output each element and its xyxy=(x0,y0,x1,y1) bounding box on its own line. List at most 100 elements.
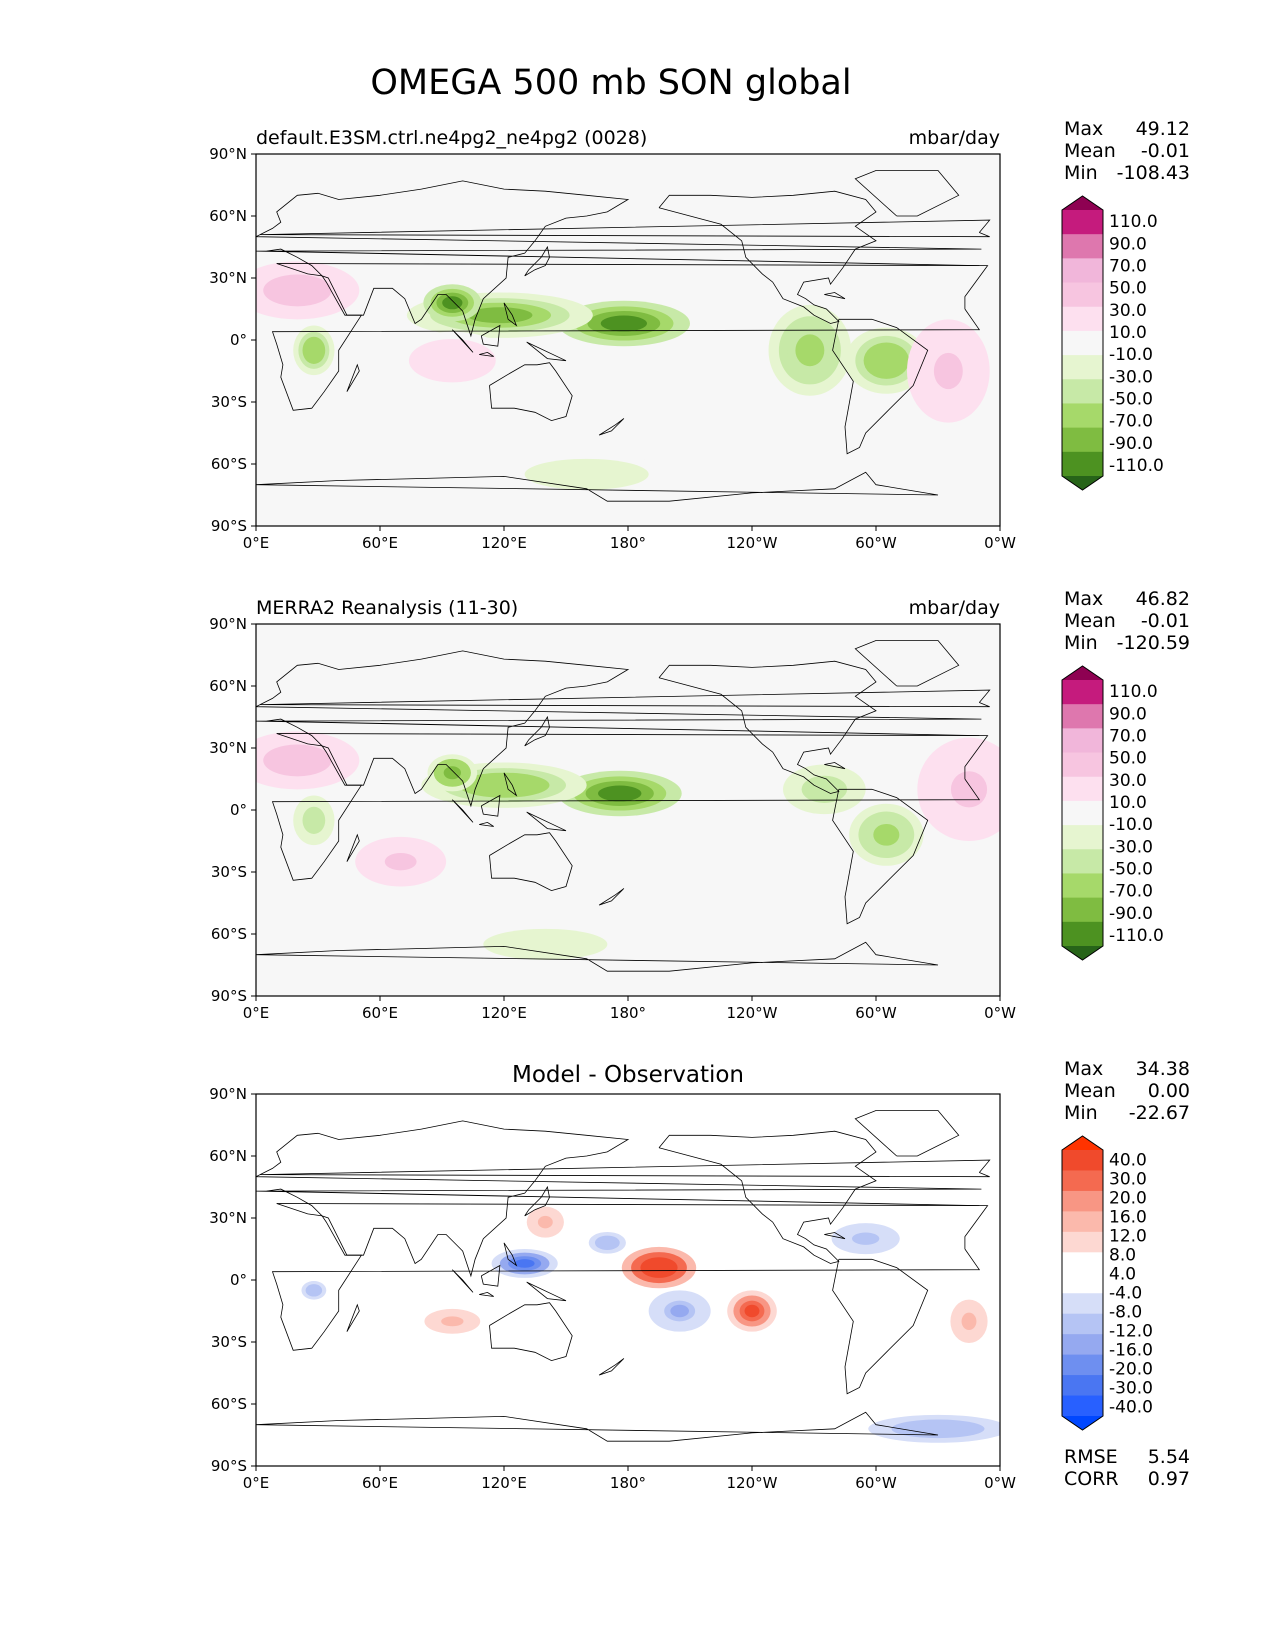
colorbar-segment xyxy=(1062,1231,1103,1253)
contour-fill xyxy=(514,1259,535,1268)
contour-fill xyxy=(744,1304,760,1318)
coastline xyxy=(271,1203,989,1351)
contour-fill xyxy=(961,1312,977,1331)
colorbar-segment xyxy=(1062,1190,1103,1212)
stat-value: 5.54 xyxy=(1148,1446,1190,1468)
y-tick-label: 0° xyxy=(230,1271,247,1289)
coastline xyxy=(480,324,501,347)
coastline xyxy=(489,1302,573,1362)
coastline xyxy=(824,292,846,300)
colorbar-extend-top xyxy=(1062,1136,1103,1150)
colorbar-level: 70.0 xyxy=(1109,256,1147,276)
colorbar-segment xyxy=(1062,427,1103,453)
colorbar-segment xyxy=(1062,1150,1103,1171)
coastline xyxy=(658,190,877,324)
colorbar-extend-bottom xyxy=(1062,476,1103,490)
colorbar-level: 30.0 xyxy=(1109,301,1147,321)
coastlines xyxy=(256,170,991,502)
contour-fill xyxy=(600,315,648,332)
stat-value: -108.43 xyxy=(1117,162,1190,184)
colorbar-segment xyxy=(1062,451,1103,477)
contour-fill xyxy=(537,1215,553,1229)
colorbar-segment xyxy=(1062,379,1103,404)
x-tick-label: 0°W xyxy=(984,1004,1016,1022)
x-tick-label: 0°E xyxy=(243,1474,270,1492)
colorbar-level: 4.0 xyxy=(1109,1265,1136,1285)
coastline xyxy=(256,471,939,502)
colorbar-level: 12.0 xyxy=(1109,1227,1147,1247)
colorbar-level: -90.0 xyxy=(1109,434,1153,454)
map-background xyxy=(256,1094,1000,1466)
colorbar-outline xyxy=(1061,1135,1104,1431)
coastline xyxy=(346,1303,360,1332)
coastline xyxy=(479,1291,494,1297)
colorbar: 110.090.070.0 50.030.010.0-10.0-30.0-50.0… xyxy=(1061,195,1164,491)
x-tick-label: 120°W xyxy=(727,1004,778,1022)
contour-fill xyxy=(873,823,900,846)
colorbar-segment xyxy=(1062,234,1103,259)
coastline xyxy=(452,799,474,823)
contour-fill xyxy=(950,771,988,808)
colorbar-level: 40.0 xyxy=(1109,1151,1147,1171)
y-tick-label: 0° xyxy=(230,801,247,819)
x-tick-label: 60°W xyxy=(855,1474,897,1492)
coastline xyxy=(260,689,991,708)
contour-fill xyxy=(432,350,473,371)
contour-field xyxy=(297,1201,1000,1448)
coastline xyxy=(260,1159,991,1178)
x-tick-label: 60°E xyxy=(362,534,398,552)
colorbar-level: -10.0 xyxy=(1109,345,1153,365)
colorbar-level: -30.0 xyxy=(1109,367,1153,387)
stat-value: 49.12 xyxy=(1136,118,1190,140)
coastline xyxy=(832,788,929,925)
contour-fill xyxy=(910,1423,966,1435)
stat-label: CORR xyxy=(1064,1468,1119,1490)
stat-value: 0.97 xyxy=(1148,1468,1190,1490)
colorbar-segment xyxy=(1062,680,1103,705)
coastline xyxy=(658,1130,877,1264)
colorbar-level: 110.0 xyxy=(1109,212,1158,232)
y-tick-label: 60°N xyxy=(209,1147,247,1165)
coastline xyxy=(271,733,989,881)
contour-fill xyxy=(598,785,642,802)
y-tick-label: 90°N xyxy=(209,145,247,163)
colorbar-outline xyxy=(1061,195,1104,491)
y-tick-label: 90°N xyxy=(209,1085,247,1103)
colorbar-segment xyxy=(1062,1375,1103,1397)
panel-units: mbar/day xyxy=(909,597,1000,619)
contour-fill xyxy=(441,1316,464,1327)
colorbar-level: -70.0 xyxy=(1109,412,1153,432)
coastline xyxy=(598,1358,625,1376)
contour-fill xyxy=(795,334,825,367)
colorbar-extend-bottom xyxy=(1062,1416,1103,1430)
coastlines xyxy=(256,1110,991,1442)
y-tick-label: 90°S xyxy=(211,1457,247,1475)
y-tick-label: 90°S xyxy=(211,987,247,1005)
y-tick-label: 30°S xyxy=(211,393,247,411)
colorbar-level: 30.0 xyxy=(1109,771,1147,791)
stat-label: RMSE xyxy=(1064,1446,1118,1468)
coastline xyxy=(256,1411,939,1442)
contour-fill xyxy=(467,307,533,324)
x-tick-label: 0°E xyxy=(243,534,270,552)
colorbar-level: 10.0 xyxy=(1109,323,1147,343)
colorbar-segment xyxy=(1062,282,1103,308)
colorbar-level: -4.0 xyxy=(1109,1284,1142,1304)
coastline xyxy=(479,351,494,357)
coastline xyxy=(526,811,567,832)
contour-fill xyxy=(809,780,839,799)
colorbar-level: 16.0 xyxy=(1109,1208,1147,1228)
colorbar-segment xyxy=(1062,258,1103,284)
colorbar-level: 90.0 xyxy=(1109,704,1147,724)
colorbar-segment xyxy=(1062,1293,1103,1315)
contour-fill xyxy=(308,1286,319,1295)
contour-fill xyxy=(933,352,963,390)
colorbar: 40.030.020.016.012.08.04.0-4.0-8.0-12.0-… xyxy=(1061,1135,1153,1431)
y-tick-label: 30°S xyxy=(211,863,247,881)
coastline xyxy=(346,833,360,862)
coastline xyxy=(480,794,501,817)
figure-title: OMEGA 500 mb SON global xyxy=(370,63,851,103)
coastline xyxy=(346,363,360,392)
colorbar-level: -16.0 xyxy=(1109,1341,1153,1361)
colorbar-segment xyxy=(1062,1334,1103,1356)
